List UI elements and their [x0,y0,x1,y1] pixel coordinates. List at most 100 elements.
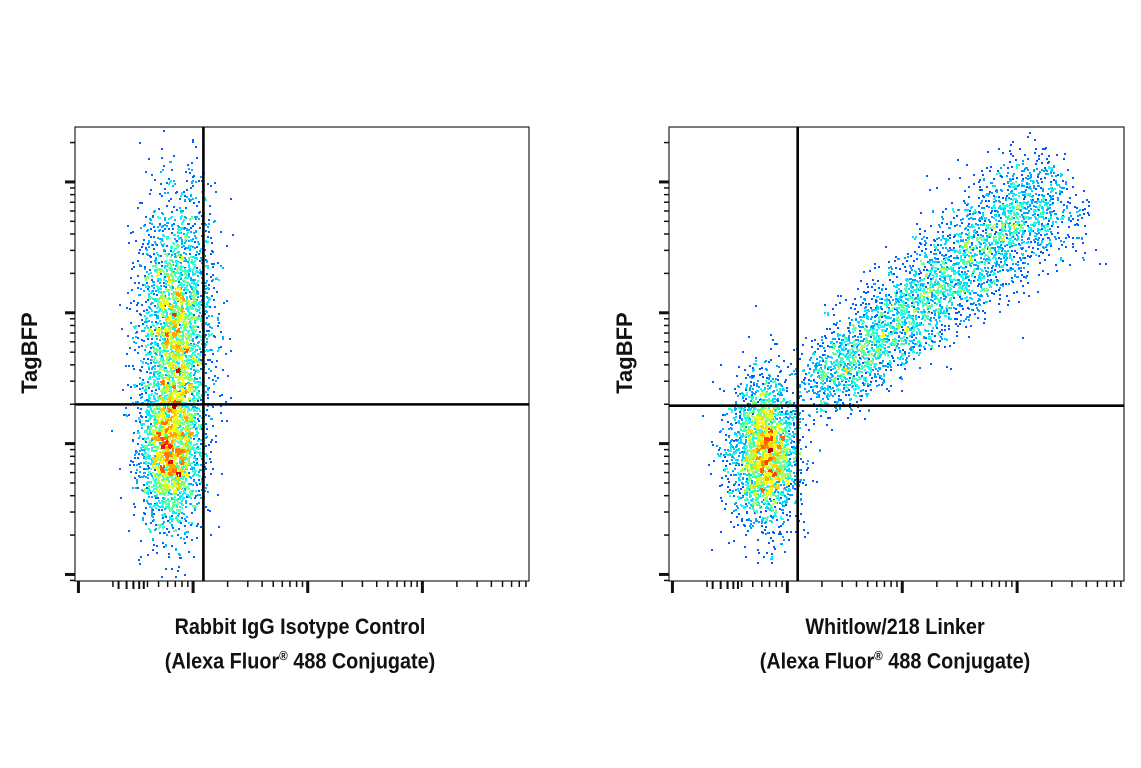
data-point [138,463,140,465]
data-point [184,417,186,419]
data-point [189,347,191,349]
data-point [172,337,174,339]
data-point [193,447,195,449]
data-point [176,401,178,403]
data-point [163,335,165,337]
data-point [175,394,177,396]
data-point [176,367,178,369]
data-point [165,374,167,376]
data-point [171,247,173,249]
data-point [141,396,143,398]
data-point [168,464,170,466]
data-point [155,321,157,323]
data-point [153,379,155,381]
data-point [183,366,185,368]
data-point [144,315,146,317]
data-point [176,311,178,313]
data-point [181,429,183,431]
data-point [144,430,146,432]
data-point [150,468,152,470]
data-point [158,291,160,293]
data-point [145,452,147,454]
data-point [151,333,153,335]
data-point [151,285,153,287]
data-point [188,522,190,524]
data-point [178,442,180,444]
data-point [153,373,155,375]
data-point [170,217,172,219]
data-point [207,350,209,352]
data-point [156,285,158,287]
data-point [206,338,208,340]
data-point [187,486,189,488]
data-point [200,455,202,457]
data-point [174,467,176,469]
data-point [175,414,177,416]
data-point [156,338,158,340]
data-point [184,257,186,259]
data-point [143,423,145,425]
data-point [164,497,166,499]
data-point [193,556,195,558]
data-point [123,414,125,416]
data-point [189,445,191,447]
data-point [206,436,208,438]
data-point [146,462,148,464]
data-point [180,491,182,493]
data-point [163,301,165,303]
data-point [172,333,174,335]
data-point [157,471,159,473]
data-point [174,443,176,445]
data-point [191,364,193,366]
data-point [181,488,183,490]
data-point [180,317,182,319]
data-point [171,305,173,307]
data-point [153,408,155,410]
data-point [168,402,170,404]
data-point [159,309,161,311]
data-point [162,332,164,334]
data-point [196,381,198,383]
data-point [199,354,201,356]
data-point [196,431,198,433]
data-point [222,369,224,371]
data-point [210,334,212,336]
data-point [211,295,213,297]
data-point [175,296,177,298]
data-point [151,390,153,392]
data-point [161,195,163,197]
data-point [173,357,175,359]
data-point [148,410,150,412]
data-point [173,530,175,532]
data-point [144,277,146,279]
data-point [161,294,163,296]
data-point [173,390,175,392]
data-point [180,301,182,303]
data-point [158,365,160,367]
data-point [165,500,167,502]
data-point [198,180,200,182]
data-point [180,218,182,220]
data-point [173,385,175,387]
data-point [147,338,149,340]
data-point [186,391,188,393]
data-point [164,350,166,352]
data-point [181,223,183,225]
data-point [167,494,169,496]
data-point [162,432,164,434]
data-point [169,516,171,518]
data-point [166,487,168,489]
data-point [163,165,165,167]
data-point [198,392,200,394]
data-point [193,438,195,440]
data-point [187,372,189,374]
data-point [175,517,177,519]
data-point [166,477,168,479]
data-point [232,234,234,236]
data-point [147,477,149,479]
data-point [207,265,209,267]
data-point [191,393,193,395]
data-point [146,321,148,323]
data-point [174,407,176,409]
data-point [185,383,187,385]
